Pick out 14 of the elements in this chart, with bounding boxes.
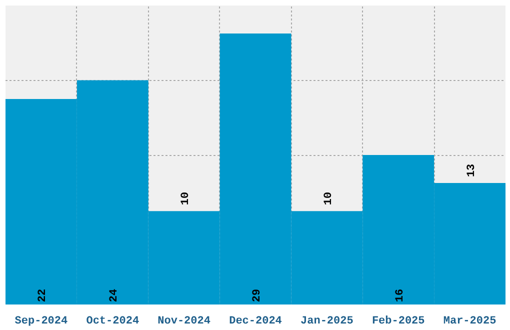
x-tick-label: Jan-2025	[300, 316, 354, 328]
data-label: 10	[180, 192, 192, 206]
data-label: 10	[322, 192, 335, 206]
data-label: 22	[37, 288, 50, 302]
x-tick-label: Mar-2025	[443, 316, 497, 328]
data-label: 24	[108, 288, 121, 302]
x-tick-label: Oct-2024	[86, 316, 140, 328]
x-tick-label: Sep-2024	[14, 316, 68, 328]
data-label: 13	[466, 163, 478, 178]
data-label: 29	[252, 288, 264, 302]
x-tick-label: Feb-2025	[372, 316, 426, 328]
x-tick-label: Nov-2024	[158, 316, 211, 328]
data-label: 16	[394, 288, 406, 302]
x-tick-label: Dec-2024	[229, 316, 282, 328]
